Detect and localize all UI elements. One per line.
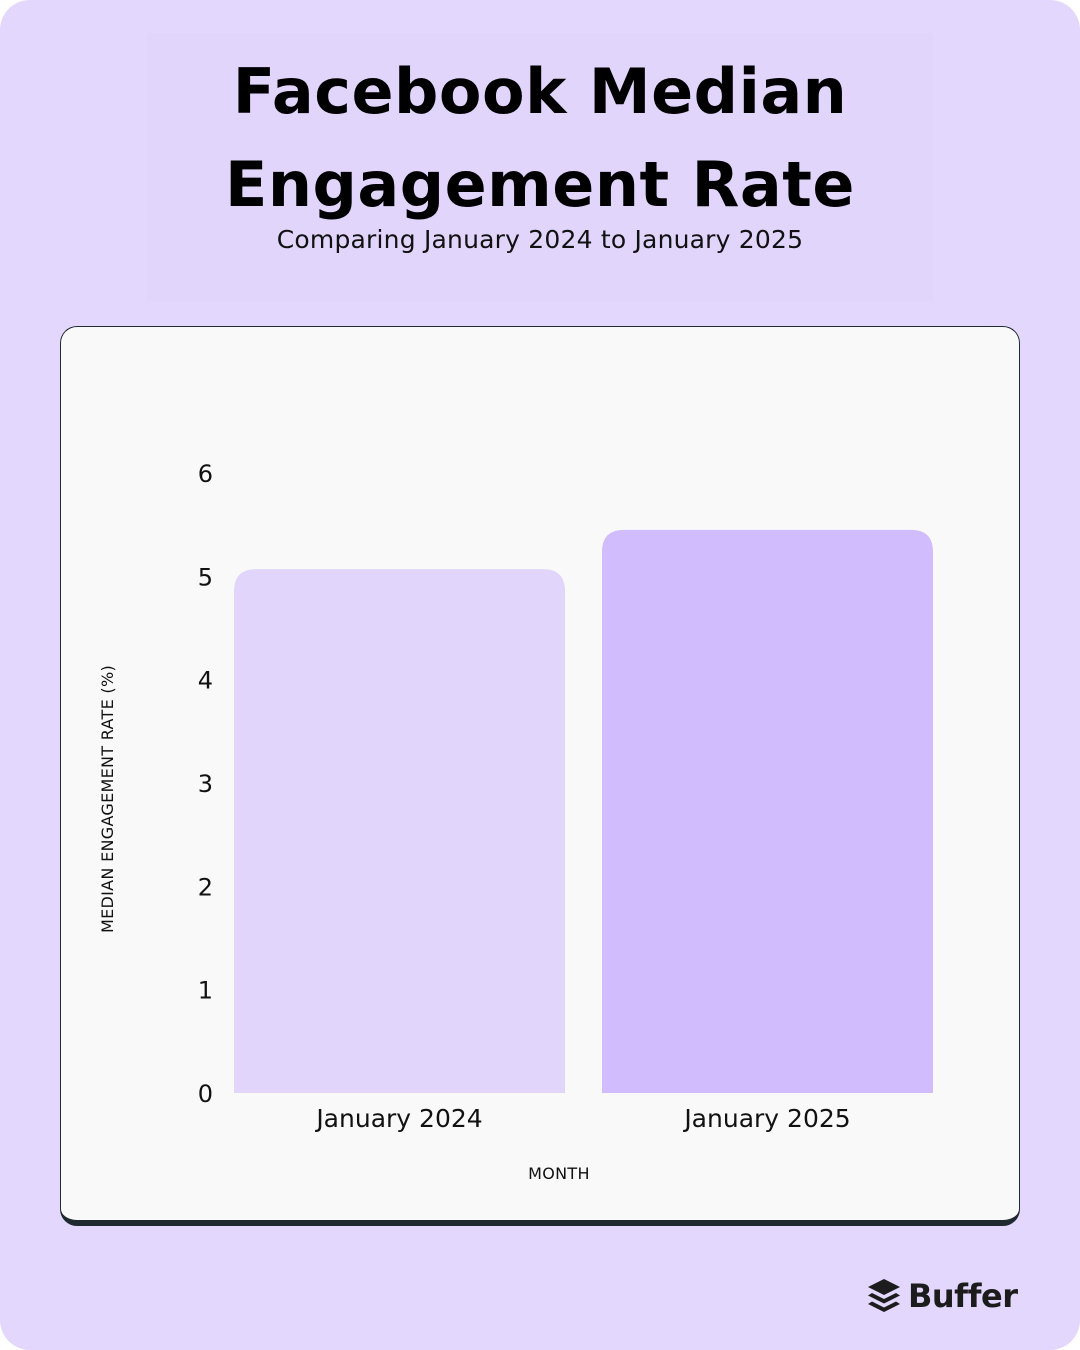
chart-card: 0 1 2 3 4 5 6 January 2024 January 2025 MEDIAN … [60, 326, 1020, 1226]
y-tick-label: 0 [198, 1080, 213, 1108]
brand-name: Buffer [908, 1277, 1018, 1315]
y-tick-label: 3 [198, 770, 213, 798]
y-tick-label: 4 [198, 667, 213, 695]
y-tick-label: 6 [198, 460, 213, 488]
bars [234, 529, 933, 1093]
y-tick-label: 2 [198, 873, 213, 901]
x-axis-title: MONTH [528, 1164, 590, 1183]
y-tick-label: 1 [198, 977, 213, 1005]
bar-2 [602, 529, 933, 1093]
x-tick-label: January 2025 [682, 1104, 850, 1133]
bar-chart: 0 1 2 3 4 5 6 January 2024 January 2025 MEDIAN … [98, 460, 933, 1183]
chart-title: Facebook Median Engagement Rate [225, 55, 855, 221]
buffer-logo: Buffer [866, 1276, 1018, 1316]
bar-1 [234, 569, 565, 1093]
buffer-stack-icon [868, 1279, 900, 1312]
x-tick-label: January 2024 [314, 1104, 482, 1133]
chart-subtitle: Comparing January 2024 to January 2025 [276, 225, 804, 254]
y-axis-ticks: 0 1 2 3 4 5 6 [198, 460, 213, 1108]
x-axis-labels: January 2024 January 2025 [314, 1104, 850, 1133]
title-block: Facebook Median Engagement Rate Comparin… [147, 33, 933, 301]
y-tick-label: 5 [198, 563, 213, 591]
y-axis-title: MEDIAN ENGAGEMENT RATE (%) [98, 665, 117, 933]
